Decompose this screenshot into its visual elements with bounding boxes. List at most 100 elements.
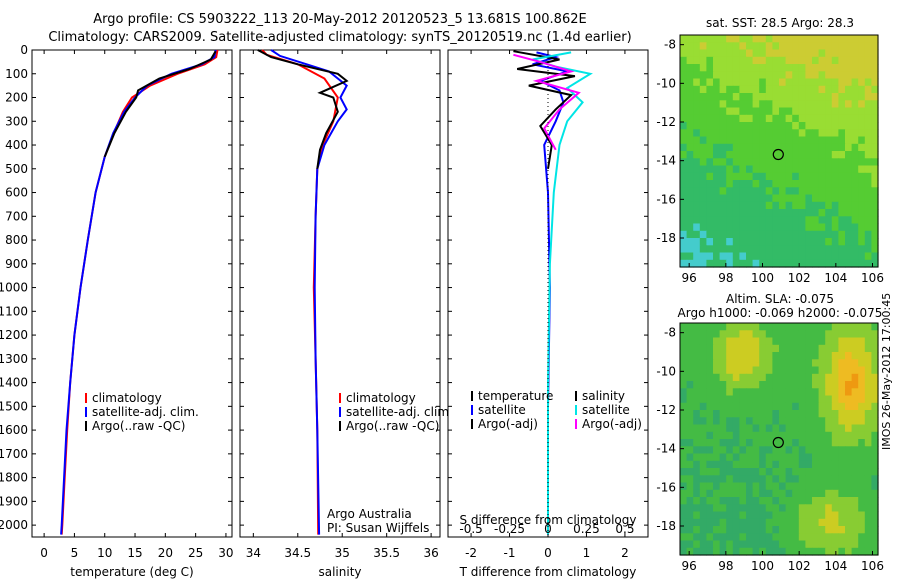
heatmap-cell bbox=[765, 201, 773, 210]
heatmap-cell bbox=[752, 547, 760, 556]
heatmap-cell bbox=[785, 93, 793, 101]
heatmap-cell bbox=[699, 93, 707, 101]
heatmap-cell bbox=[805, 344, 813, 353]
heatmap-cell bbox=[818, 49, 826, 58]
heatmap-cell bbox=[838, 439, 846, 447]
heatmap-cell bbox=[706, 518, 714, 527]
heatmap-cell bbox=[792, 395, 800, 404]
heatmap-cell bbox=[693, 136, 701, 145]
heatmap-cell bbox=[858, 468, 866, 476]
heatmap-cell bbox=[772, 187, 780, 196]
heatmap-cell bbox=[686, 511, 694, 520]
heatmap-cell bbox=[785, 533, 793, 542]
heatmap-cell bbox=[871, 366, 879, 375]
heatmap-cell bbox=[759, 482, 767, 491]
heatmap-cell bbox=[739, 49, 747, 58]
heatmap-cell bbox=[858, 482, 866, 491]
heatmap-cell bbox=[812, 230, 820, 239]
heatmap-cell bbox=[845, 209, 853, 217]
heatmap-cell bbox=[765, 238, 773, 246]
heatmap-cell bbox=[845, 497, 853, 505]
heatmap-cell bbox=[765, 352, 773, 360]
heatmap-cell bbox=[693, 245, 701, 254]
sst-map-heatmap-cells bbox=[680, 35, 879, 268]
heatmap-cell bbox=[838, 85, 846, 94]
heatmap-cell bbox=[706, 180, 714, 188]
heatmap-cell bbox=[838, 122, 846, 130]
heatmap-cell bbox=[726, 223, 734, 232]
heatmap-cell bbox=[812, 533, 820, 542]
heatmap-cell bbox=[858, 42, 866, 51]
heatmap-cell bbox=[805, 482, 813, 491]
heatmap-cell bbox=[713, 194, 721, 203]
heatmap-cell bbox=[838, 158, 846, 167]
ytick-label: 200 bbox=[5, 91, 28, 105]
heatmap-cell bbox=[812, 56, 820, 65]
heatmap-cell bbox=[851, 431, 859, 440]
heatmap-cell bbox=[765, 359, 773, 368]
heatmap-cell bbox=[812, 323, 820, 331]
heatmap-cell bbox=[706, 402, 714, 411]
heatmap-cell bbox=[792, 344, 800, 353]
heatmap-cell bbox=[779, 85, 787, 94]
xtick-top-label: 0.5 bbox=[615, 522, 634, 536]
heatmap-cell bbox=[851, 64, 859, 72]
heatmap-cell bbox=[680, 238, 688, 246]
heatmap-cell bbox=[772, 482, 780, 491]
heatmap-cell bbox=[713, 180, 721, 188]
heatmap-cell bbox=[871, 172, 879, 181]
heatmap-cell bbox=[765, 136, 773, 145]
heatmap-cell bbox=[752, 489, 760, 498]
heatmap-cell bbox=[825, 497, 833, 505]
heatmap-cell bbox=[831, 136, 839, 145]
heatmap-cell bbox=[864, 201, 872, 210]
heatmap-cell bbox=[779, 201, 787, 210]
heatmap-cell bbox=[798, 259, 806, 268]
heatmap-cell bbox=[746, 252, 754, 261]
heatmap-cell bbox=[739, 107, 747, 116]
heatmap-cell bbox=[693, 78, 701, 87]
legend-label: Argo(-adj) bbox=[582, 417, 642, 431]
ytick-label: 0 bbox=[20, 43, 28, 57]
heatmap-cell bbox=[825, 417, 833, 426]
heatmap-cell bbox=[825, 201, 833, 210]
heatmap-cell bbox=[732, 533, 740, 542]
heatmap-cell bbox=[739, 143, 747, 152]
heatmap-cell bbox=[785, 431, 793, 440]
heatmap-cell bbox=[772, 460, 780, 469]
heatmap-cell bbox=[699, 143, 707, 152]
heatmap-cell bbox=[713, 216, 721, 225]
heatmap-cell bbox=[765, 172, 773, 181]
heatmap-cell bbox=[726, 56, 734, 65]
heatmap-cell bbox=[686, 78, 694, 87]
heatmap-cell bbox=[864, 230, 872, 239]
heatmap-cell bbox=[699, 209, 707, 217]
heatmap-cell bbox=[746, 209, 754, 217]
heatmap-cell bbox=[726, 381, 734, 389]
heatmap-cell bbox=[864, 547, 872, 556]
heatmap-cell bbox=[686, 107, 694, 116]
heatmap-cell bbox=[772, 417, 780, 426]
heatmap-cell bbox=[864, 259, 872, 268]
heatmap-cell bbox=[838, 93, 846, 101]
heatmap-cell bbox=[838, 201, 846, 210]
heatmap-cell bbox=[759, 504, 767, 513]
heatmap-cell bbox=[772, 129, 780, 138]
heatmap-cell bbox=[693, 158, 701, 167]
heatmap-cell bbox=[851, 114, 859, 123]
heatmap-cell bbox=[812, 209, 820, 217]
argo-position-marker bbox=[772, 436, 784, 449]
chart-title-line1: Argo profile: CS 5903222_113 20-May-2012… bbox=[93, 12, 587, 27]
heatmap-cell bbox=[726, 323, 734, 331]
heatmap-cell bbox=[680, 252, 688, 261]
heatmap-cell bbox=[752, 417, 760, 426]
heatmap-cell bbox=[686, 56, 694, 65]
heatmap-cell bbox=[779, 453, 787, 462]
heatmap-cell bbox=[871, 114, 879, 123]
heatmap-cell bbox=[759, 187, 767, 196]
heatmap-cell bbox=[812, 194, 820, 203]
heatmap-cell bbox=[845, 410, 853, 418]
heatmap-cell bbox=[825, 511, 833, 520]
heatmap-cell bbox=[759, 381, 767, 389]
heatmap-cell bbox=[680, 533, 688, 542]
